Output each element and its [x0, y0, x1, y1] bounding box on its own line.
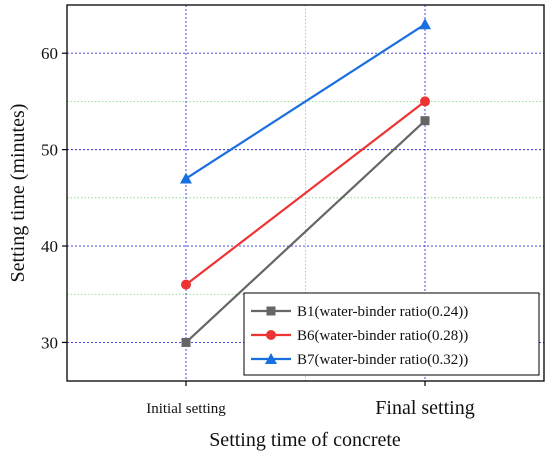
legend-marker	[266, 330, 276, 340]
legend: B1(water-binder ratio(0.24)) B6(water-bin…	[243, 292, 540, 376]
data-point	[181, 337, 191, 347]
series-group	[180, 18, 431, 347]
series-line	[185, 23, 426, 180]
legend-label: B7(water-binder ratio(0.32))	[297, 352, 468, 368]
legend-marker	[266, 306, 276, 316]
legend-label: B1(water-binder ratio(0.24))	[297, 304, 468, 320]
axis-ticks: 30 40 50 60 Initial setting Final setting	[41, 44, 475, 419]
legend-label: B6(water-binder ratio(0.28))	[297, 328, 468, 344]
y-tick-label: 50	[41, 141, 58, 160]
legend-box	[243, 292, 540, 376]
data-point	[181, 279, 191, 290]
data-point	[180, 172, 192, 184]
y-axis-label: Setting time (minutes)	[7, 104, 29, 283]
series-line	[185, 100, 426, 286]
series-line	[185, 119, 426, 344]
x-axis-label: Setting time of concrete	[209, 429, 401, 451]
data-point	[420, 96, 430, 107]
x-tick-label: Final setting	[375, 397, 474, 419]
data-point	[420, 116, 430, 126]
data-point	[419, 18, 431, 30]
x-tick-label: Initial setting	[146, 401, 226, 417]
legend-marker	[265, 353, 277, 364]
y-tick-label: 40	[41, 237, 58, 256]
y-tick-label: 30	[41, 333, 58, 352]
y-tick-label: 60	[41, 44, 58, 63]
plot-frame	[66, 4, 545, 382]
